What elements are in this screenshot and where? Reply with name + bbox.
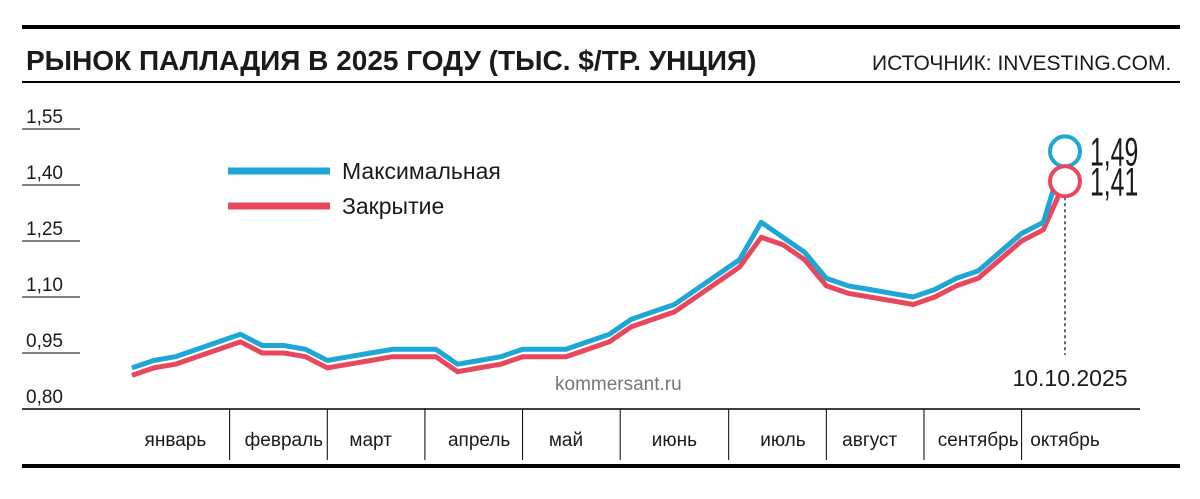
end-marker xyxy=(1048,134,1082,169)
y-tick-label: 1,40 xyxy=(26,163,63,184)
y-tick-label: 0,80 xyxy=(26,387,63,408)
source: ИСТОЧНИК: INVESTING.COM. xyxy=(872,52,1171,75)
x-tick-label: февраль xyxy=(245,430,324,451)
y-tick-label: 1,25 xyxy=(26,219,63,240)
chart-title: РЫНОК ПАЛЛАДИЯ В 2025 ГОДУ (ТЫС. $/ТР. У… xyxy=(26,45,756,76)
y-tick-label: 1,55 xyxy=(26,107,63,128)
value-label: 1,49 xyxy=(1090,131,1138,175)
legend-label: Максимальная xyxy=(342,158,501,184)
x-tick-label: октябрь xyxy=(1030,430,1100,451)
x-tick-label: март xyxy=(349,430,392,451)
legend-label: Закрытие xyxy=(342,193,444,219)
x-tick-label: июнь xyxy=(652,430,697,451)
x-tick-label: июль xyxy=(760,430,806,451)
x-tick-label: апрель xyxy=(448,430,510,451)
y-tick-label: 0,95 xyxy=(26,331,63,352)
x-tick-label: август xyxy=(842,430,897,451)
value-label: 1,41 xyxy=(1090,160,1138,204)
date-annotation: 10.10.2025 xyxy=(1012,365,1127,391)
series-line xyxy=(131,150,1068,371)
x-tick-label: сентябрь xyxy=(938,430,1019,451)
watermark: kommersant.ru xyxy=(555,374,682,395)
y-tick-label: 1,10 xyxy=(26,275,63,296)
series-line xyxy=(131,180,1068,378)
end-marker xyxy=(1048,164,1082,199)
x-tick-label: май xyxy=(549,430,583,451)
x-tick-label: январь xyxy=(145,430,207,451)
